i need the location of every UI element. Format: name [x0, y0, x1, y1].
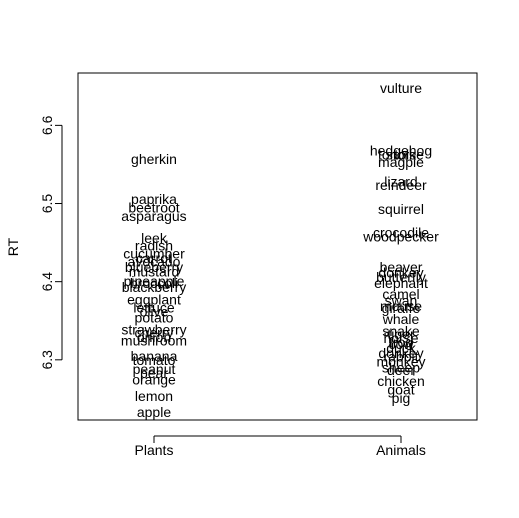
- point-label: pear: [140, 365, 168, 381]
- x-axis: Plants Animals: [135, 435, 426, 458]
- point-label: monkey: [376, 353, 425, 369]
- point-label: frog: [389, 334, 413, 350]
- point-label: carrot: [136, 250, 172, 266]
- point-label: woodpecker: [362, 228, 439, 244]
- point-label: apple: [137, 404, 171, 420]
- point-label: olive: [140, 303, 169, 319]
- x-tick-label: Animals: [376, 442, 426, 458]
- y-tick-label: 6.6: [39, 115, 55, 135]
- point-label: mustard: [129, 264, 180, 280]
- point-label: whale: [382, 311, 420, 327]
- point-label: gherkin: [131, 151, 177, 167]
- point-label: tiger: [387, 326, 415, 342]
- point-label: elephant: [374, 275, 428, 291]
- point-label: eggplant: [127, 292, 181, 308]
- point-label: tortoise: [378, 146, 424, 162]
- point-label: asparagus: [121, 208, 186, 224]
- point-label: swan: [385, 292, 418, 308]
- y-tick-label: 6.4: [39, 272, 55, 292]
- point-label: crocodile: [373, 224, 429, 240]
- point-label: chicken: [377, 373, 424, 389]
- point-label: snake: [382, 323, 420, 339]
- point-label: beaver: [380, 259, 423, 275]
- point-label: leek: [141, 230, 168, 246]
- point-label: orange: [132, 371, 176, 387]
- point-label: vulture: [380, 80, 422, 96]
- y-tick-label: 6.3: [39, 350, 55, 370]
- point-label: blueberry: [125, 259, 183, 275]
- point-label: cherry: [135, 324, 174, 340]
- point-label: squirrel: [378, 201, 424, 217]
- point-label: sheep: [382, 360, 420, 376]
- point-label: lizard: [384, 174, 417, 190]
- point-label: goat: [387, 382, 414, 398]
- x-tick-label: Plants: [135, 442, 174, 458]
- point-label: rabbit: [383, 349, 418, 365]
- point-label: paprika: [131, 191, 177, 207]
- point-label: lemon: [135, 388, 173, 404]
- point-label: cow: [389, 336, 415, 352]
- point-label: pineapple: [124, 273, 185, 289]
- point-label: radish: [135, 238, 173, 254]
- point-label: duck: [386, 340, 417, 356]
- point-label: blackberry: [122, 279, 187, 295]
- point-label: banana: [131, 348, 178, 364]
- point-label: hedgehog: [370, 142, 432, 158]
- point-label: butterfly: [376, 269, 426, 285]
- y-tick-label: 6.5: [39, 194, 55, 214]
- point-label: reindeer: [375, 177, 427, 193]
- point-label: lettuce: [133, 299, 174, 315]
- y-axis-title: RT: [5, 237, 21, 256]
- point-label: peanut: [133, 361, 176, 377]
- point-label: cucumber: [123, 246, 185, 262]
- point-label: potato: [135, 310, 174, 326]
- point-label: giraffe: [382, 300, 421, 316]
- point-label: strawberry: [121, 321, 186, 337]
- point-label: donkey: [378, 345, 423, 361]
- point-label: tomato: [133, 352, 176, 368]
- point-label: deer: [387, 362, 415, 378]
- y-axis: 6.3 6.4 6.5 6.6: [39, 115, 63, 370]
- point-label: donkey: [378, 264, 423, 280]
- point-label: avocado: [128, 253, 181, 269]
- point-label: camel: [382, 286, 419, 302]
- point-label: stork: [386, 146, 417, 162]
- point-label: onion: [137, 329, 171, 345]
- plot-frame: [77, 72, 478, 421]
- point-label: broccoli: [130, 275, 178, 291]
- point-label: mouse: [380, 298, 422, 314]
- point-label: pig: [392, 390, 411, 406]
- point-label: beetroot: [128, 199, 179, 215]
- point-label: magpie: [378, 154, 424, 170]
- point-label: mushroom: [121, 332, 187, 348]
- point-label: horse: [383, 330, 418, 346]
